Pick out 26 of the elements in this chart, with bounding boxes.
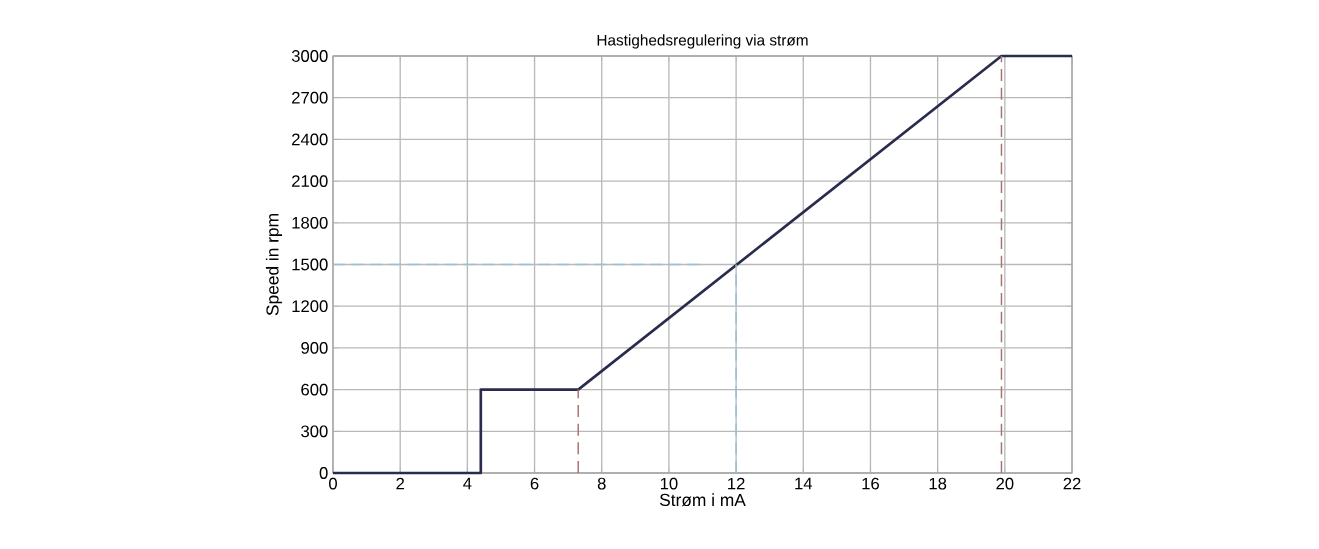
y-tick-label: 900 — [301, 342, 328, 354]
y-tick-label: 1500 — [292, 258, 328, 271]
x-tick-label: 2 — [396, 477, 404, 490]
y-axis-title: Speed in rpm — [265, 214, 283, 316]
x-tick-label: 20 — [996, 477, 1014, 490]
x-tick-label: 8 — [597, 477, 606, 490]
x-tick-label: 18 — [929, 477, 947, 490]
x-tick-label: 12 — [728, 477, 745, 490]
x-tick-label: 14 — [795, 477, 813, 490]
y-tick-label: 2700 — [292, 91, 328, 104]
y-tick-label: 2400 — [292, 133, 328, 146]
x-tick-label: 10 — [660, 477, 678, 490]
y-tick-label: 2100 — [292, 175, 328, 187]
y-tick-label: 1800 — [292, 216, 328, 229]
x-tick-label: 6 — [530, 477, 539, 490]
x-tick-label: 16 — [862, 477, 879, 490]
y-tick-label: 3000 — [291, 50, 328, 62]
y-tick-label: 0 — [319, 467, 328, 479]
y-tick-label: 600 — [301, 383, 328, 396]
chart-title: Hastighedsregulering via strøm — [597, 34, 808, 49]
x-tick-label: 4 — [463, 477, 472, 490]
x-tick-label: 22 — [1063, 477, 1081, 490]
y-tick-label: 300 — [301, 425, 328, 438]
x-tick-label: 0 — [329, 477, 337, 490]
y-tick-label: 1200 — [292, 300, 328, 313]
x-axis-title: Strøm i mA — [659, 493, 746, 507]
